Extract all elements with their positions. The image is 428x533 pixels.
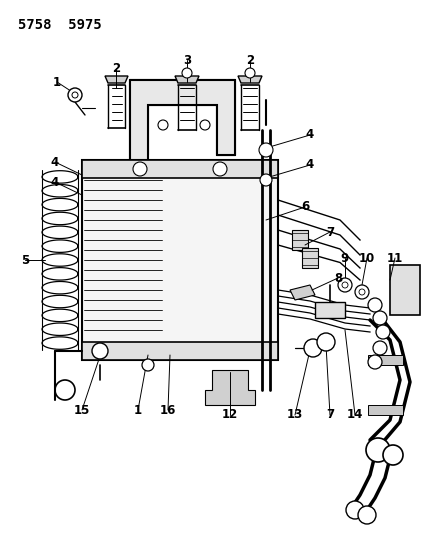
Circle shape [92, 343, 108, 359]
Bar [315, 302, 345, 318]
Circle shape [304, 339, 322, 357]
Text: 10: 10 [359, 252, 375, 264]
Circle shape [342, 282, 348, 288]
Circle shape [68, 88, 82, 102]
Circle shape [259, 143, 273, 157]
Circle shape [260, 174, 272, 186]
Bar [302, 248, 318, 268]
Polygon shape [175, 76, 199, 83]
Circle shape [317, 333, 335, 351]
Circle shape [158, 120, 168, 130]
Text: 7: 7 [326, 408, 334, 422]
Text: 4: 4 [306, 128, 314, 141]
Circle shape [338, 278, 352, 292]
Text: 2: 2 [112, 61, 120, 75]
Circle shape [182, 68, 192, 78]
Circle shape [373, 341, 387, 355]
Bar [82, 160, 278, 178]
Circle shape [200, 120, 210, 130]
Polygon shape [130, 80, 235, 165]
Circle shape [72, 92, 78, 98]
Text: 8: 8 [334, 271, 342, 285]
Circle shape [355, 285, 369, 299]
Text: 5758  5975: 5758 5975 [18, 18, 102, 32]
Bar [368, 355, 403, 365]
Bar [82, 342, 278, 360]
Text: 4: 4 [306, 158, 314, 172]
Circle shape [383, 445, 403, 465]
Text: 4: 4 [51, 175, 59, 189]
Text: 11: 11 [387, 252, 403, 264]
Circle shape [133, 162, 147, 176]
Circle shape [358, 506, 376, 524]
Text: 14: 14 [347, 408, 363, 422]
Bar [390, 265, 420, 315]
Polygon shape [105, 76, 128, 83]
Circle shape [346, 501, 364, 519]
Text: 1: 1 [134, 403, 142, 416]
Text: 6: 6 [301, 200, 309, 214]
Circle shape [368, 298, 382, 312]
Circle shape [213, 162, 227, 176]
Bar [82, 160, 278, 360]
Text: 13: 13 [287, 408, 303, 422]
Text: 2: 2 [246, 53, 254, 67]
Text: 15: 15 [74, 403, 90, 416]
Circle shape [359, 289, 365, 295]
Circle shape [373, 311, 387, 325]
Text: 12: 12 [222, 408, 238, 422]
Circle shape [376, 325, 390, 339]
Text: 7: 7 [326, 225, 334, 238]
Circle shape [142, 359, 154, 371]
Polygon shape [290, 285, 315, 300]
Text: 1: 1 [53, 76, 61, 88]
Circle shape [245, 68, 255, 78]
Text: 3: 3 [183, 53, 191, 67]
Bar [368, 405, 403, 415]
Text: 9: 9 [341, 252, 349, 264]
Text: 5: 5 [21, 254, 29, 266]
Polygon shape [238, 76, 262, 83]
Text: 16: 16 [160, 403, 176, 416]
Bar [292, 230, 308, 250]
Text: 4: 4 [51, 156, 59, 168]
Circle shape [366, 438, 390, 462]
Polygon shape [205, 370, 255, 405]
Circle shape [368, 355, 382, 369]
